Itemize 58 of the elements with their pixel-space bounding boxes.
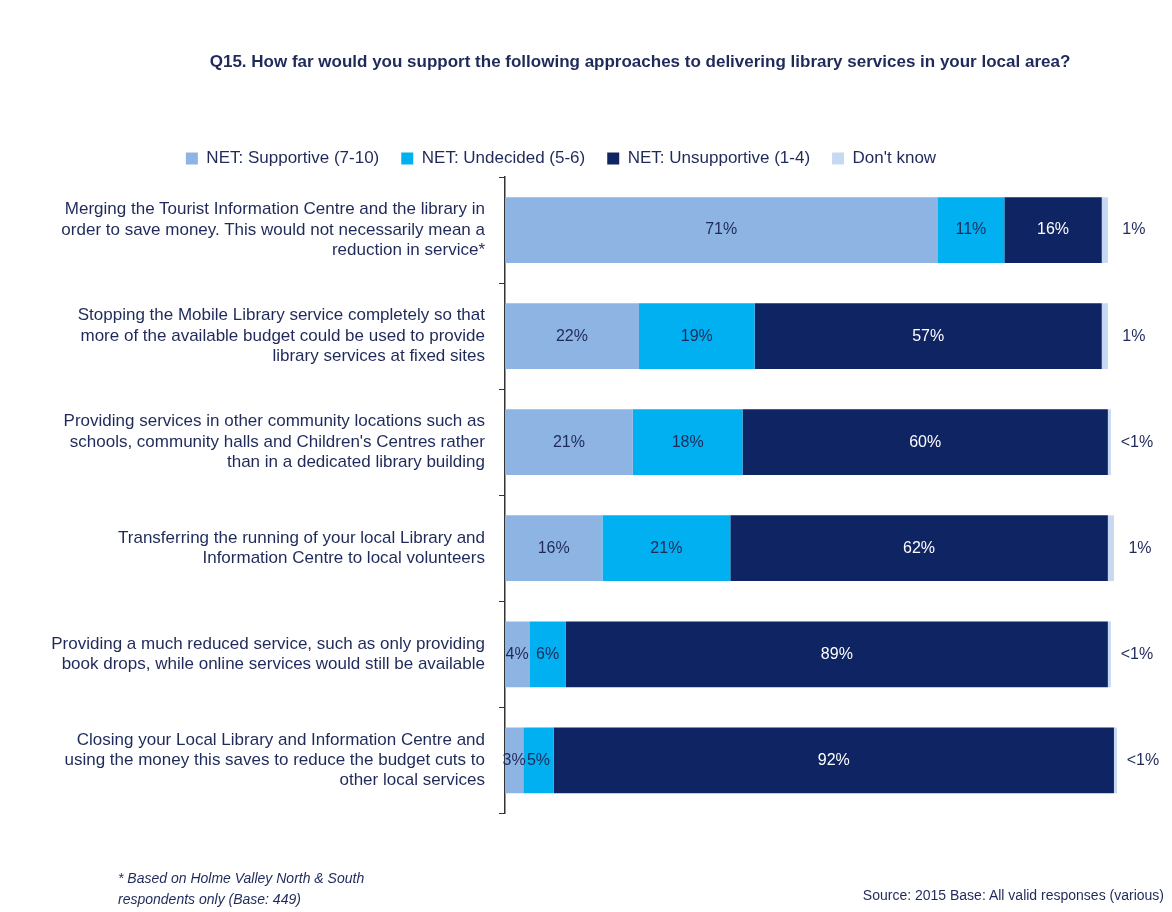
bar (1107, 621, 1111, 688)
bar (1113, 727, 1117, 794)
data-label: <1% (1120, 644, 1154, 662)
bar (505, 197, 938, 263)
data-label: 60% (909, 432, 942, 450)
bar (529, 621, 566, 688)
data-label: 6% (536, 644, 560, 662)
bar (632, 409, 743, 476)
data-label: 4% (505, 644, 529, 662)
legend-label: Don't know (852, 148, 937, 168)
data-label: 16% (537, 538, 570, 556)
data-label: 16% (1037, 220, 1070, 238)
data-label: 62% (903, 538, 936, 556)
bar (937, 197, 1005, 263)
bar (754, 303, 1102, 369)
bar (523, 727, 554, 794)
y-tick-label: Closing your Local Library and Information Centre and using the money this saves to reduce the budget cuts to other local services (64, 729, 485, 790)
bar (1101, 303, 1108, 369)
text: * Based on Holme Valley North & South respondents only (Base: 449) (118, 869, 366, 909)
legend-label: NET: Undecided (5-6) (421, 148, 586, 168)
chart-title: Q15. How far would you support the following approaches to delivering library services in your local area? (208, 51, 1072, 73)
data-label: 92% (817, 750, 850, 768)
data-label: 21% (552, 432, 585, 450)
data-label: 18% (671, 432, 704, 450)
bar (1004, 197, 1102, 263)
bar (730, 515, 1108, 582)
data-label: <1% (1126, 750, 1160, 768)
y-tick-label: Transferring the running of your local Library and Information Centre to local volunteers (118, 527, 485, 568)
bar (553, 727, 1114, 794)
source-note: Source: 2015 Base: All valid responses (various) (862, 887, 1164, 903)
data-label: <1% (1120, 432, 1154, 450)
bar (505, 515, 603, 582)
data-label: 57% (912, 326, 945, 344)
bar (505, 303, 639, 369)
data-label: 71% (705, 220, 738, 238)
bar (638, 303, 755, 369)
data-label: 1% (1128, 538, 1152, 556)
data-label: 5% (526, 750, 551, 768)
y-tick-label: Stopping the Mobile Library service completely so that more of the available budget could be used to provide library services at fixed sites (77, 305, 486, 366)
bar (505, 409, 633, 476)
y-tick-label: Providing a much reduced service, such as only providing book drops, while online services would still be available (51, 633, 485, 674)
legend-label: NET: Unsupportive (1-4) (627, 148, 811, 168)
data-label: 21% (650, 538, 683, 556)
y-tick-label: Providing services in other community locations such as schools, community halls and Children's Centres rather than in a dedicated library building (63, 411, 486, 472)
data-label: 11% (955, 220, 987, 238)
y-tick-label: Merging the Tourist Information Centre and the library in order to save money. This would not necessarily mean a reduction in service* (61, 199, 486, 260)
bar (565, 621, 1108, 688)
bar (1107, 409, 1111, 476)
data-label: 22% (555, 326, 588, 344)
data-label: 1% (1122, 326, 1146, 344)
bar (602, 515, 731, 582)
data-label: 19% (680, 326, 713, 344)
data-label: 1% (1122, 220, 1146, 238)
data-label: 89% (820, 644, 853, 662)
bar (1101, 197, 1108, 263)
bar (1107, 515, 1114, 582)
bar (742, 409, 1108, 476)
legend-label: NET: Supportive (7-10) (206, 148, 380, 168)
